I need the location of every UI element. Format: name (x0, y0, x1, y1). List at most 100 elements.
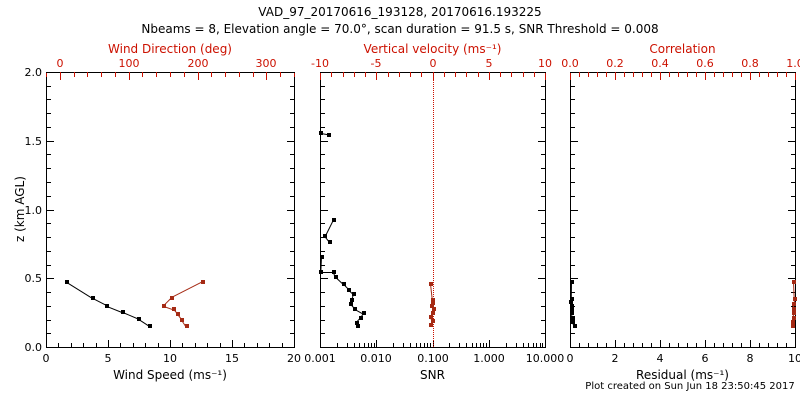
bottom-minor-tick (133, 343, 134, 348)
bottom-minor-tick (476, 343, 477, 348)
y-minor-tick (320, 196, 325, 197)
y-minor-tick (791, 182, 796, 183)
y-minor-tick (541, 265, 546, 266)
y-minor-tick (320, 72, 325, 73)
y-minor-tick (320, 182, 325, 183)
top-minor-tick (714, 72, 715, 77)
y-minor-tick (290, 320, 295, 321)
bottom-minor-tick (294, 343, 295, 348)
y-minor-tick (541, 72, 546, 73)
data-point (572, 323, 577, 328)
y-minor-tick (570, 210, 575, 211)
data-point (791, 323, 796, 328)
bottom-minor-tick (696, 343, 697, 348)
bottom-minor-tick (669, 343, 670, 348)
y-minor-tick (541, 278, 546, 279)
y-minor-tick (791, 127, 796, 128)
bottom-minor-tick (536, 343, 537, 348)
bottom-minor-tick (420, 343, 421, 348)
bottom-minor-tick (542, 343, 543, 348)
y-minor-tick (46, 127, 51, 128)
bottom-minor-tick (232, 343, 233, 348)
y-minor-tick (791, 333, 796, 334)
bottom-minor-tick (368, 343, 369, 348)
bottom-minor-tick (282, 343, 283, 348)
y-minor-tick (570, 113, 575, 114)
bottom-minor-tick (403, 343, 404, 348)
top-tick-label: 200 (187, 57, 209, 70)
top-minor-tick (129, 72, 130, 77)
y-minor-tick (320, 320, 325, 321)
bottom-minor-tick (588, 343, 589, 348)
bottom-minor-tick (83, 343, 84, 348)
bottom-tick-label: 6 (701, 352, 709, 365)
y-minor-tick (541, 347, 546, 348)
bottom-minor-tick (506, 343, 507, 348)
top-minor-tick (511, 72, 512, 77)
data-point (430, 318, 435, 323)
bottom-minor-tick (269, 343, 270, 348)
y-minor-tick (46, 99, 51, 100)
bottom-minor-tick (597, 343, 598, 348)
top-minor-tick (266, 72, 267, 77)
y-minor-tick (320, 278, 325, 279)
y-minor-tick (46, 320, 51, 321)
top-minor-tick (253, 72, 254, 77)
y-minor-tick (320, 251, 325, 252)
top-minor-tick (101, 72, 102, 77)
top-minor-tick (466, 72, 467, 77)
y-minor-tick (791, 72, 796, 73)
y-minor-tick (570, 196, 575, 197)
top-minor-tick (211, 72, 212, 77)
top-minor-tick (545, 72, 546, 77)
top-minor-tick (660, 72, 661, 77)
y-minor-tick (570, 168, 575, 169)
bottom-minor-tick (480, 343, 481, 348)
y-minor-tick (46, 278, 51, 279)
y-minor-tick (570, 182, 575, 183)
y-minor-tick (541, 306, 546, 307)
top-minor-tick (184, 72, 185, 77)
y-minor-tick (46, 196, 51, 197)
data-point (792, 296, 797, 301)
bottom-tick-label: 10.000 (525, 352, 565, 365)
bottom-minor-tick (768, 343, 769, 348)
y-minor-tick (791, 265, 796, 266)
y-minor-tick (46, 72, 51, 73)
y-minor-tick (570, 265, 575, 266)
top-minor-tick (768, 72, 769, 77)
top-minor-tick (741, 72, 742, 77)
y-minor-tick (46, 141, 51, 142)
bottom-tick-label: 10 (788, 352, 800, 365)
y-tick-label: 0.5 (24, 272, 43, 285)
y-minor-tick (791, 99, 796, 100)
y-minor-tick (541, 196, 546, 197)
y-minor-tick (791, 237, 796, 238)
y-minor-tick (290, 265, 295, 266)
data-point (570, 311, 575, 316)
bottom-minor-tick (483, 343, 484, 348)
top-minor-tick (198, 72, 199, 77)
y-minor-tick (46, 333, 51, 334)
top-tick-label: 0.0 (561, 57, 579, 70)
data-point (791, 311, 796, 316)
y-minor-tick (320, 333, 325, 334)
top-tick-label: 0.6 (696, 57, 714, 70)
top-tick-label: 10 (538, 57, 552, 70)
y-minor-tick (570, 86, 575, 87)
y-tick-label: 1.0 (24, 204, 43, 217)
y-minor-tick (791, 251, 796, 252)
data-point (569, 296, 574, 301)
top-minor-tick (294, 72, 295, 77)
y-minor-tick (320, 223, 325, 224)
y-minor-tick (46, 265, 51, 266)
top-minor-tick (579, 72, 580, 77)
bottom-minor-tick (642, 343, 643, 348)
bottom-minor-tick (430, 343, 431, 348)
top-tick-label: 100 (118, 57, 140, 70)
plot-timestamp-footer: Plot created on Sun Jun 18 23:50:45 2017 (585, 381, 795, 392)
y-minor-tick (541, 86, 546, 87)
y-minor-tick (570, 154, 575, 155)
bottom-minor-tick (427, 343, 428, 348)
top-minor-tick (687, 72, 688, 77)
